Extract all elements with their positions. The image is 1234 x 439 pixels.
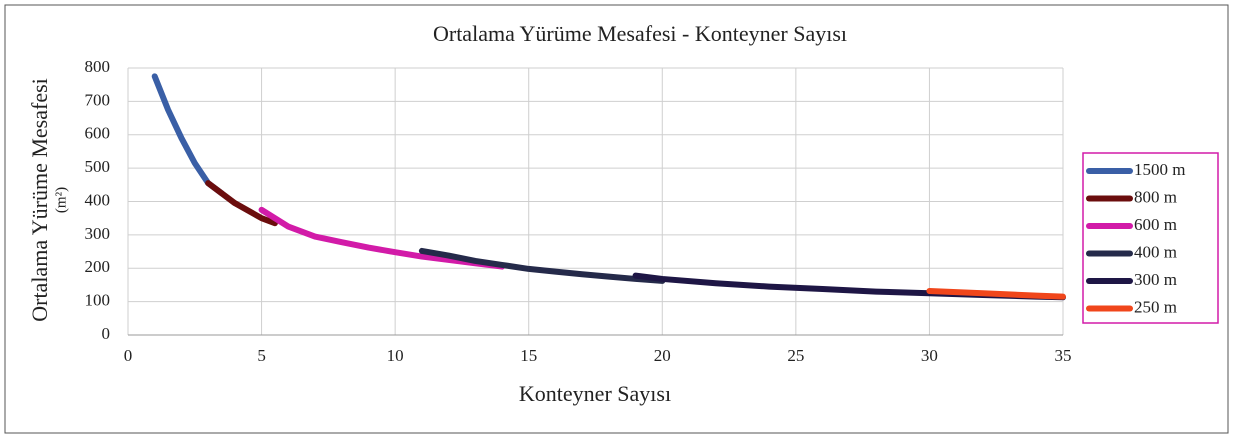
line xyxy=(926,287,1066,300)
frame xyxy=(4,4,1229,434)
y-axis-unit: (m²) xyxy=(53,187,69,213)
y-tick-label: 200 xyxy=(85,257,111,276)
x-tick-label: 15 xyxy=(520,346,537,365)
x-tick-label: 35 xyxy=(1055,346,1072,365)
chart-title: Ortalama Yürüme Mesafesi - Konteyner Say… xyxy=(433,21,847,46)
legend-label: 400 m xyxy=(1134,242,1177,261)
legend-label: 1500 m xyxy=(1134,160,1185,179)
legend-label: 250 m xyxy=(1134,297,1177,316)
y-tick-label: 600 xyxy=(85,124,111,143)
line xyxy=(205,180,278,227)
legend-label: 600 m xyxy=(1134,215,1177,234)
y-tick-label: 300 xyxy=(85,224,111,243)
x-tick-label: 10 xyxy=(387,346,404,365)
legend-label: 300 m xyxy=(1134,270,1177,289)
y-tick-label: 400 xyxy=(85,190,111,209)
x-tick-label: 20 xyxy=(654,346,671,365)
x-tick-label: 5 xyxy=(257,346,266,365)
legend-label: 800 m xyxy=(1134,187,1177,206)
y-tick-label: 0 xyxy=(102,324,111,343)
x-tick-label: 25 xyxy=(787,346,804,365)
y-axis-label: Ortalama Yürüme Mesafesi xyxy=(27,78,52,322)
x-axis-label: Konteyner Sayısı xyxy=(519,381,671,406)
y-tick-label: 700 xyxy=(85,90,111,109)
line xyxy=(418,247,666,284)
x-tick-label: 30 xyxy=(921,346,938,365)
legend xyxy=(1082,152,1219,324)
y-tick-label: 500 xyxy=(85,157,111,176)
x-tick-label: 0 xyxy=(124,346,133,365)
y-tick-label: 800 xyxy=(85,57,111,76)
y-tick-label: 100 xyxy=(85,291,111,310)
line xyxy=(258,206,505,270)
